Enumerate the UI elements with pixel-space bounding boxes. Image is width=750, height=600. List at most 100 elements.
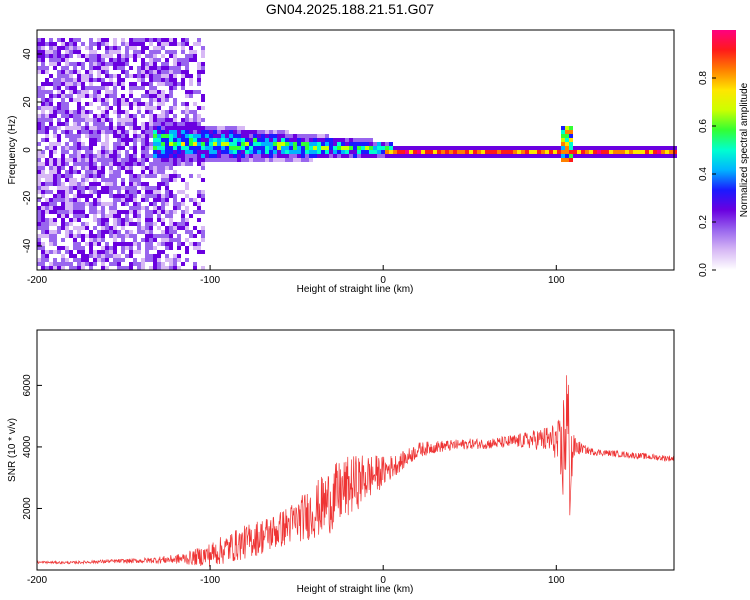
heatmap-cell (113, 146, 117, 150)
heatmap-cell (45, 250, 49, 254)
heatmap-cell (173, 126, 177, 130)
heatmap-cell (45, 190, 49, 194)
heatmap-cell (101, 102, 105, 106)
heatmap-cell (373, 150, 377, 154)
heatmap-cell (157, 266, 161, 270)
heatmap-cell (125, 142, 129, 146)
heatmap-cell (173, 194, 177, 198)
heatmap-cell (157, 78, 161, 82)
heatmap-cell (65, 206, 69, 210)
heatmap-cell (89, 46, 93, 50)
heatmap-cell (117, 74, 121, 78)
heatmap-cell (37, 218, 41, 222)
heatmap-cell (205, 130, 209, 134)
heatmap-cell (117, 46, 121, 50)
heatmap-cell (121, 146, 125, 150)
heatmap-cell (137, 70, 141, 74)
heatmap-cell (217, 134, 221, 138)
heatmap-cell (37, 182, 41, 186)
heatmap-cell (57, 74, 61, 78)
heatmap-cell (89, 190, 93, 194)
heatmap-cell (101, 122, 105, 126)
heatmap-cell (53, 166, 57, 170)
heatmap-cell (73, 202, 77, 206)
heatmap-cell (53, 58, 57, 62)
heatmap-cell (197, 70, 201, 74)
heatmap-cell (197, 158, 201, 162)
heatmap-cell (133, 150, 137, 154)
heatmap-cell (89, 110, 93, 114)
heatmap-cell (181, 102, 185, 106)
heatmap-cell (585, 146, 589, 150)
heatmap-cell (509, 150, 513, 154)
heatmap-cell (137, 102, 141, 106)
heatmap-cell (413, 150, 417, 154)
heatmap-cell (441, 154, 445, 158)
heatmap-cell (61, 218, 65, 222)
heatmap-cell (49, 262, 53, 266)
heatmap-cell (569, 130, 573, 134)
heatmap-cell (177, 82, 181, 86)
heatmap-cell (65, 186, 69, 190)
heatmap-cell (181, 78, 185, 82)
heatmap-cell (149, 86, 153, 90)
heatmap-cell (257, 138, 261, 142)
heatmap-cell (417, 154, 421, 158)
heatmap-cell (49, 110, 53, 114)
heatmap-cell (637, 146, 641, 150)
heatmap-cell (45, 134, 49, 138)
heatmap-cell (45, 54, 49, 58)
heatmap-cell (329, 150, 333, 154)
heatmap-cell (157, 138, 161, 142)
heatmap-cell (185, 122, 189, 126)
heatmap-cell (49, 234, 53, 238)
heatmap-cell (129, 218, 133, 222)
heatmap-cell (53, 170, 57, 174)
heatmap-cell (185, 142, 189, 146)
heatmap-cell (153, 114, 157, 118)
heatmap-cell (53, 46, 57, 50)
heatmap-cell (77, 46, 81, 50)
heatmap-cell (165, 114, 169, 118)
heatmap-cell (129, 158, 133, 162)
heatmap-cell (169, 146, 173, 150)
heatmap-cell (497, 150, 501, 154)
heatmap-cell (105, 158, 109, 162)
heatmap-cell (177, 58, 181, 62)
heatmap-cell (53, 210, 57, 214)
heatmap-cell (69, 62, 73, 66)
heatmap-cell (69, 54, 73, 58)
heatmap-cell (121, 142, 125, 146)
heatmap-cell (521, 154, 525, 158)
heatmap-cell (557, 150, 561, 154)
heatmap-cell (129, 162, 133, 166)
heatmap-cell (333, 154, 337, 158)
heatmap-cell (541, 150, 545, 154)
heatmap-cell (45, 186, 49, 190)
heatmap-cell (669, 146, 673, 150)
heatmap-cell (77, 110, 81, 114)
heatmap-cell (37, 246, 41, 250)
heatmap-cell (161, 38, 165, 42)
heatmap-cell (149, 166, 153, 170)
heatmap-cell (125, 54, 129, 58)
heatmap-cell (73, 258, 77, 262)
heatmap-cell (141, 138, 145, 142)
heatmap-cell (161, 170, 165, 174)
heatmap-cell (217, 158, 221, 162)
heatmap-cell (153, 66, 157, 70)
heatmap-cell (57, 266, 61, 270)
heatmap-cell (177, 130, 181, 134)
heatmap-cell (181, 262, 185, 266)
heatmap-cell (133, 194, 137, 198)
y-tick-label: 4000 (22, 435, 33, 458)
heatmap-cell (401, 146, 405, 150)
heatmap-cell (289, 154, 293, 158)
heatmap-cell (73, 178, 77, 182)
heatmap-cell (173, 106, 177, 110)
heatmap-cell (285, 130, 289, 134)
heatmap-cell (653, 150, 657, 154)
heatmap-cell (89, 118, 93, 122)
heatmap-cell (93, 62, 97, 66)
heatmap-cell (77, 98, 81, 102)
